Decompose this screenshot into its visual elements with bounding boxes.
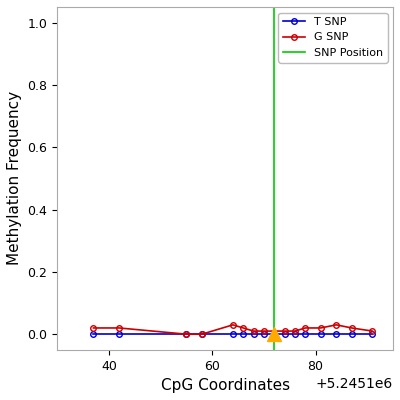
Y-axis label: Methylation Frequency: Methylation Frequency bbox=[7, 91, 22, 266]
X-axis label: CpG Coordinates: CpG Coordinates bbox=[160, 378, 290, 393]
Legend: T SNP, G SNP, SNP Position: T SNP, G SNP, SNP Position bbox=[278, 12, 388, 62]
